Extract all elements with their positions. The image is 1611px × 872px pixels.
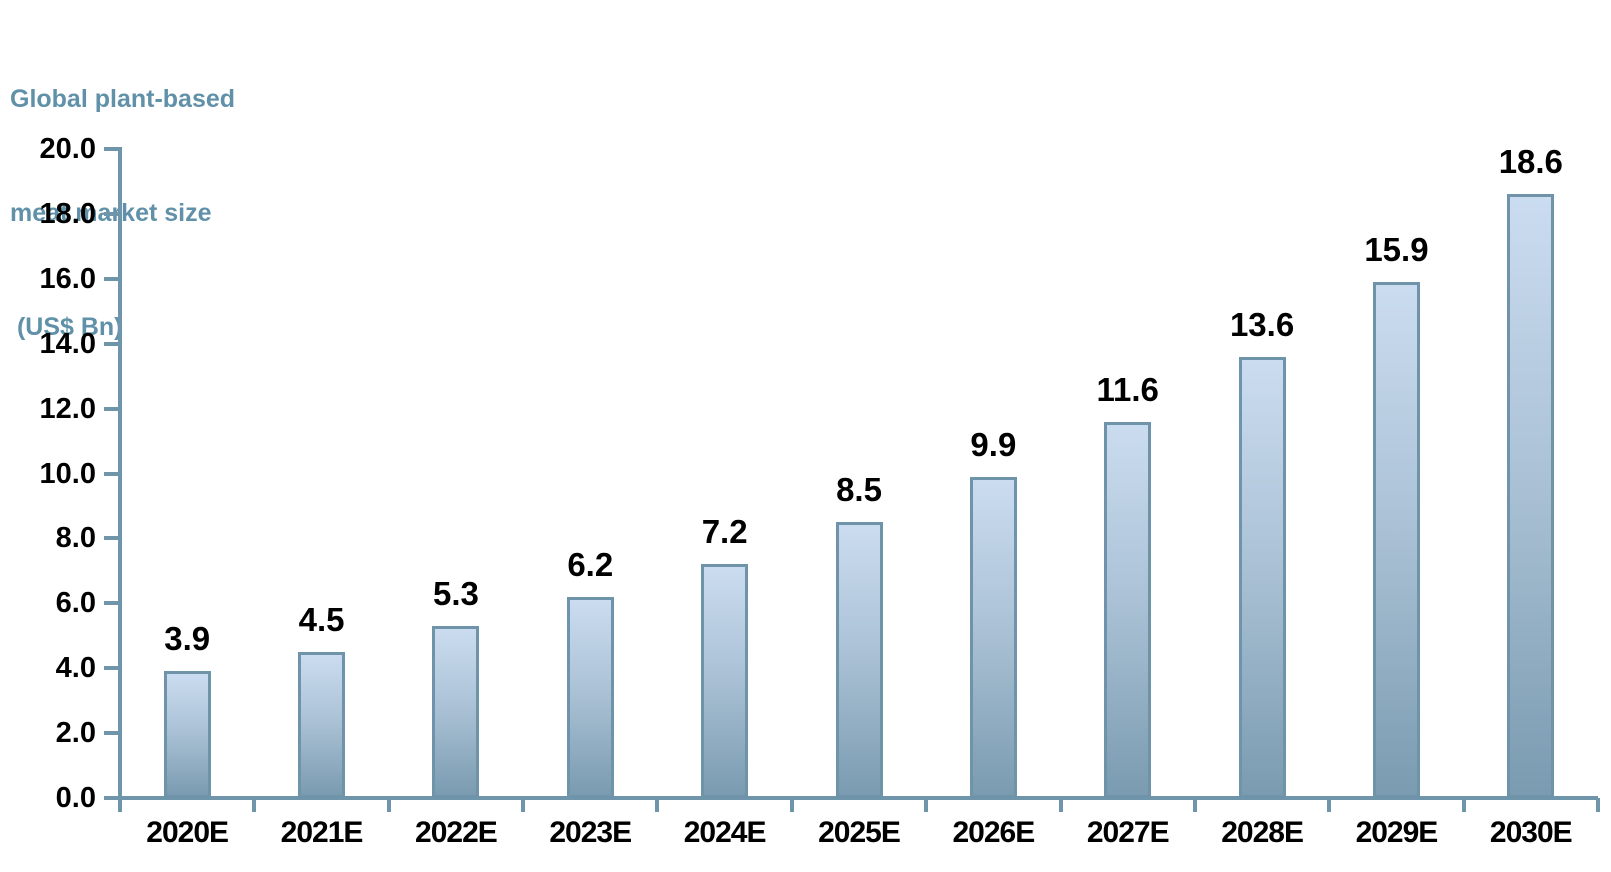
y-axis-tick: [104, 341, 120, 346]
y-axis-tick: [104, 601, 120, 606]
x-axis-category-label: 2024E: [683, 816, 767, 849]
chart-title: Global plant-based meat market size (US$…: [10, 4, 235, 422]
chart-title-line-3: (US$ Bn): [10, 313, 123, 341]
bar-value-label: 15.9: [1364, 231, 1429, 269]
bar: [566, 596, 614, 798]
bar: [298, 651, 346, 798]
y-axis-tick-label: 18.0: [39, 197, 96, 230]
x-axis-category-label: 2026E: [952, 816, 1035, 849]
x-axis-tick: [1327, 798, 1332, 812]
y-axis-tick: [104, 147, 120, 151]
bar-value-label: 18.6: [1498, 143, 1563, 181]
bar-value-label: 13.6: [1229, 305, 1295, 343]
bar-value-label: 3.9: [164, 620, 211, 658]
x-axis-category-label: 2022E: [415, 816, 498, 849]
y-axis-tick-label: 12.0: [39, 392, 96, 425]
x-axis-tick: [386, 798, 391, 812]
y-axis-line: [118, 147, 122, 812]
chart-title-line-1: Global plant-based: [10, 85, 236, 113]
bar: [969, 476, 1017, 798]
y-axis-tick: [104, 666, 120, 671]
y-axis-tick-label: 4.0: [55, 652, 96, 685]
x-axis-tick: [118, 798, 122, 812]
x-axis-category-label: 2025E: [818, 816, 901, 849]
bar-value-label: 11.6: [1096, 370, 1159, 408]
x-axis-category-label: 2028E: [1221, 816, 1304, 849]
bar: [1372, 282, 1420, 798]
y-axis-tick-label: 20.0: [39, 133, 96, 165]
y-axis-tick: [104, 211, 120, 216]
x-axis-category-label: 2020E: [146, 816, 229, 849]
x-axis-category-label: 2023E: [549, 816, 632, 849]
bar: [1104, 421, 1152, 798]
y-axis-tick: [104, 796, 120, 800]
y-axis-tick-label: 8.0: [55, 522, 96, 555]
bar-value-label: 5.3: [432, 575, 479, 612]
x-axis-tick: [1461, 798, 1466, 812]
x-axis-line: [104, 796, 1598, 800]
y-axis-tick-label: 10.0: [39, 457, 96, 490]
bar-value-label: 6.2: [567, 545, 614, 583]
x-axis-tick: [1192, 798, 1197, 812]
chart-title-line-2: meat market size: [10, 199, 212, 227]
x-axis-tick: [924, 798, 929, 812]
bar: [1238, 356, 1286, 798]
x-axis-tick: [1596, 798, 1600, 812]
y-axis-tick: [104, 406, 120, 411]
x-axis-tick: [521, 798, 526, 812]
x-axis-tick: [252, 798, 257, 812]
x-axis-tick: [789, 798, 794, 812]
x-axis-category-label: 2027E: [1086, 816, 1170, 849]
bar: [1507, 194, 1555, 798]
y-axis-tick: [104, 731, 120, 736]
x-axis-tick: [655, 798, 660, 812]
bar-value-label: 9.9: [970, 425, 1017, 463]
y-axis-tick-label: 2.0: [55, 717, 96, 750]
bar-value-label: 7.2: [701, 513, 748, 551]
bar: [163, 671, 211, 798]
y-axis-tick-label: 14.0: [39, 327, 96, 360]
y-axis-tick-label: 0.0: [55, 782, 96, 814]
x-axis-category-label: 2030E: [1489, 816, 1573, 849]
bar: [701, 564, 749, 798]
bar: [835, 522, 883, 798]
bar: [432, 626, 480, 798]
y-axis-tick: [104, 471, 120, 476]
y-axis-tick: [104, 536, 120, 541]
y-axis-tick: [104, 276, 120, 281]
x-axis-category-label: 2021E: [280, 816, 364, 849]
y-axis-tick-label: 6.0: [55, 587, 96, 620]
x-axis-category-label: 2029E: [1355, 816, 1439, 849]
bar-value-label: 4.5: [298, 600, 345, 638]
x-axis-tick: [1058, 798, 1063, 812]
y-axis-tick-label: 16.0: [39, 262, 96, 295]
bar-value-label: 8.5: [836, 471, 882, 509]
